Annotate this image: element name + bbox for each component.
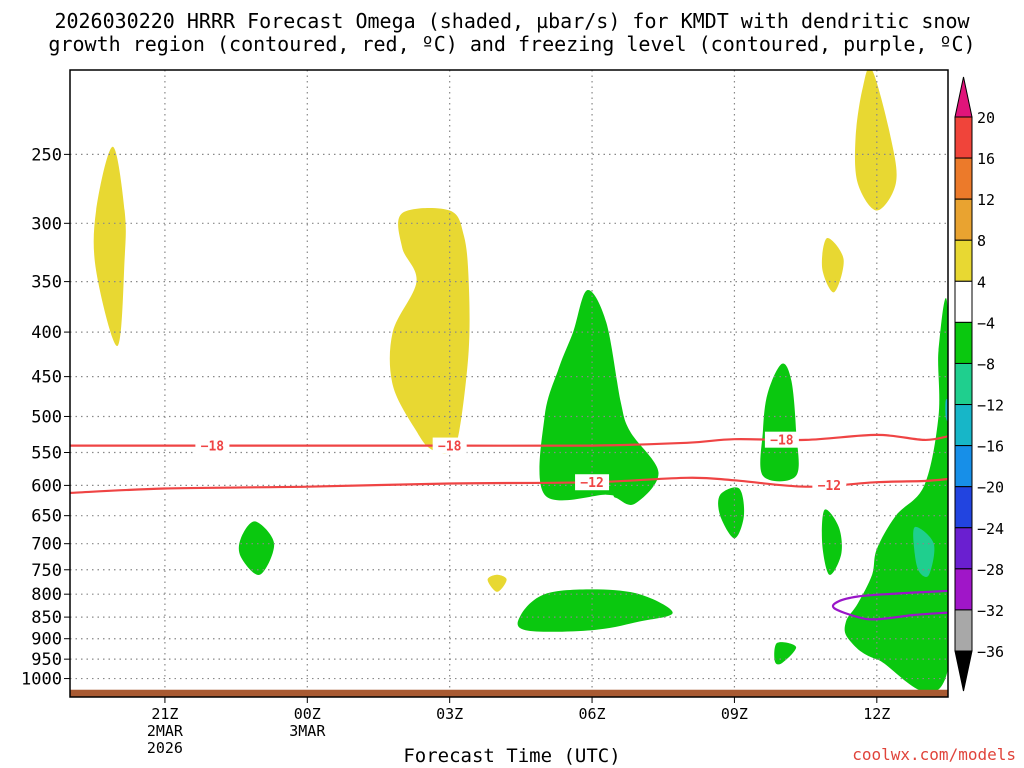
chart-title-line1: 2026030220 HRRR Forecast Omega (shaded, … bbox=[54, 9, 970, 33]
colorbar-label-12: −32 bbox=[977, 602, 1004, 620]
y-tick-label-850: 850 bbox=[31, 608, 62, 628]
y-tick-label-350: 350 bbox=[31, 273, 62, 293]
y-tick-label-950: 950 bbox=[31, 650, 62, 670]
colorbar-label-8: −16 bbox=[977, 438, 1004, 456]
colorbar-label-0: 20 bbox=[977, 109, 995, 127]
colorbar-label-13: −36 bbox=[977, 643, 1004, 661]
x-tick-label-12Z: 12Z bbox=[863, 705, 890, 723]
omega-pos-12z-upper bbox=[854, 70, 897, 211]
colorbar-label-1: 16 bbox=[977, 150, 995, 168]
omega-pos-21z-upper bbox=[93, 146, 126, 347]
dgz-upper-line bbox=[70, 433, 948, 447]
y-tick-label-250: 250 bbox=[31, 145, 62, 165]
x-tick-label-06Z: 06Z bbox=[579, 705, 606, 723]
colorbar-swatch--20-to--16 bbox=[954, 445, 973, 488]
x-tick-label-09Z: 09Z bbox=[721, 705, 748, 723]
y-tick-label-500: 500 bbox=[31, 407, 62, 427]
dgz-lower-label-bg-0 bbox=[575, 474, 610, 491]
colorbar-label-3: 8 bbox=[977, 232, 986, 250]
colorbar-label-5: −4 bbox=[977, 314, 995, 332]
colorbar-swatch--16-to--12 bbox=[954, 404, 973, 447]
dgz-lower-label-1: −12 bbox=[818, 479, 841, 494]
colorbar-label-9: −20 bbox=[977, 479, 1004, 497]
colorbar-top-arrow bbox=[954, 76, 973, 118]
colorbar-swatch-4-to-8 bbox=[954, 239, 973, 282]
colorbar-bottom-arrow bbox=[954, 650, 973, 692]
y-tick-label-650: 650 bbox=[31, 507, 62, 527]
colorbar-swatch-16-to-20 bbox=[954, 116, 973, 159]
x-axis-title: Forecast Time (UTC) bbox=[403, 745, 621, 767]
colorbar-swatch--8-to--4 bbox=[954, 321, 973, 364]
colorbar-label-7: −12 bbox=[977, 397, 1004, 415]
colorbar-swatch--12-to--8 bbox=[954, 362, 973, 406]
dgz-lower-label-bg-1 bbox=[812, 477, 847, 494]
x-tick-year-21Z: 2026 bbox=[147, 739, 183, 757]
colorbar-label-4: 4 bbox=[977, 273, 986, 291]
colorbar-label-2: 12 bbox=[977, 191, 995, 209]
dgz-lower-label-0: −12 bbox=[580, 476, 603, 491]
dgz-lower-line bbox=[70, 476, 948, 494]
y-tick-label-550: 550 bbox=[31, 444, 62, 464]
y-tick-label-1000: 1000 bbox=[21, 670, 62, 690]
y-tick-label-900: 900 bbox=[31, 630, 62, 650]
y-tick-label-300: 300 bbox=[31, 214, 62, 234]
omega-neg-0430z-low bbox=[517, 589, 673, 632]
freezing-level-line bbox=[831, 589, 948, 621]
dgz-upper-label-bg-1 bbox=[432, 437, 467, 454]
y-tick-label-400: 400 bbox=[31, 323, 62, 343]
colorbar-swatch-8-to-12 bbox=[954, 198, 973, 241]
dgz-upper-label-0: −18 bbox=[201, 440, 225, 455]
dgz-upper-label-2: −18 bbox=[770, 434, 794, 449]
ground-strip bbox=[70, 689, 948, 697]
y-tick-label-700: 700 bbox=[31, 535, 62, 555]
x-tick-sublabel-00Z: 3MAR bbox=[289, 722, 326, 740]
colorbar-swatch--36-to--32 bbox=[954, 609, 973, 652]
colorbar-label-10: −24 bbox=[977, 520, 1004, 538]
y-tick-label-450: 450 bbox=[31, 368, 62, 388]
y-tick-label-600: 600 bbox=[31, 476, 62, 496]
colorbar-swatch--32-to--28 bbox=[954, 568, 973, 611]
omega-pos-11z-small bbox=[821, 237, 844, 293]
omega-neg-11z-blob bbox=[821, 509, 842, 575]
omega-neg-right-core bbox=[913, 526, 935, 577]
colorbar-swatch--24-to--20 bbox=[954, 486, 973, 529]
omega-pos-04z-tiny bbox=[487, 574, 507, 592]
x-tick-sublabel-21Z: 2MAR bbox=[147, 722, 184, 740]
dgz-upper-label-bg-2 bbox=[764, 431, 799, 448]
y-tick-label-750: 750 bbox=[31, 561, 62, 581]
y-tick-label-800: 800 bbox=[31, 585, 62, 605]
colorbar: 20 16 12 8 4 −4 −8 −12 −16 −20 −24 −28 −32 −36 bbox=[954, 76, 1004, 692]
colorbar-swatch-12-to-16 bbox=[954, 157, 973, 200]
chart-title-line2: growth region (contoured, red, ºC) and f… bbox=[48, 32, 976, 56]
colorbar-swatch--28-to--24 bbox=[954, 527, 973, 570]
plot-area bbox=[70, 70, 948, 697]
x-tick-label-21Z: 21Z bbox=[151, 705, 178, 723]
omega-neg-0830z-blob bbox=[718, 487, 745, 539]
x-tick-label-03Z: 03Z bbox=[436, 705, 463, 723]
colorbar-label-6: −8 bbox=[977, 355, 995, 373]
dgz-upper-label-1: −18 bbox=[438, 440, 462, 455]
plot-frame bbox=[69, 69, 949, 698]
colorbar-swatch--4-to-4 bbox=[954, 280, 973, 323]
omega-neg-06z-column bbox=[539, 289, 659, 505]
dgz-upper-label-bg-0 bbox=[195, 437, 230, 454]
plot-background bbox=[70, 70, 948, 697]
omega-neg-2230z-blob bbox=[238, 521, 275, 576]
colorbar-label-11: −28 bbox=[977, 561, 1004, 579]
credit-text: coolwx.com/models bbox=[852, 745, 1016, 764]
x-tick-label-00Z: 00Z bbox=[294, 705, 321, 723]
